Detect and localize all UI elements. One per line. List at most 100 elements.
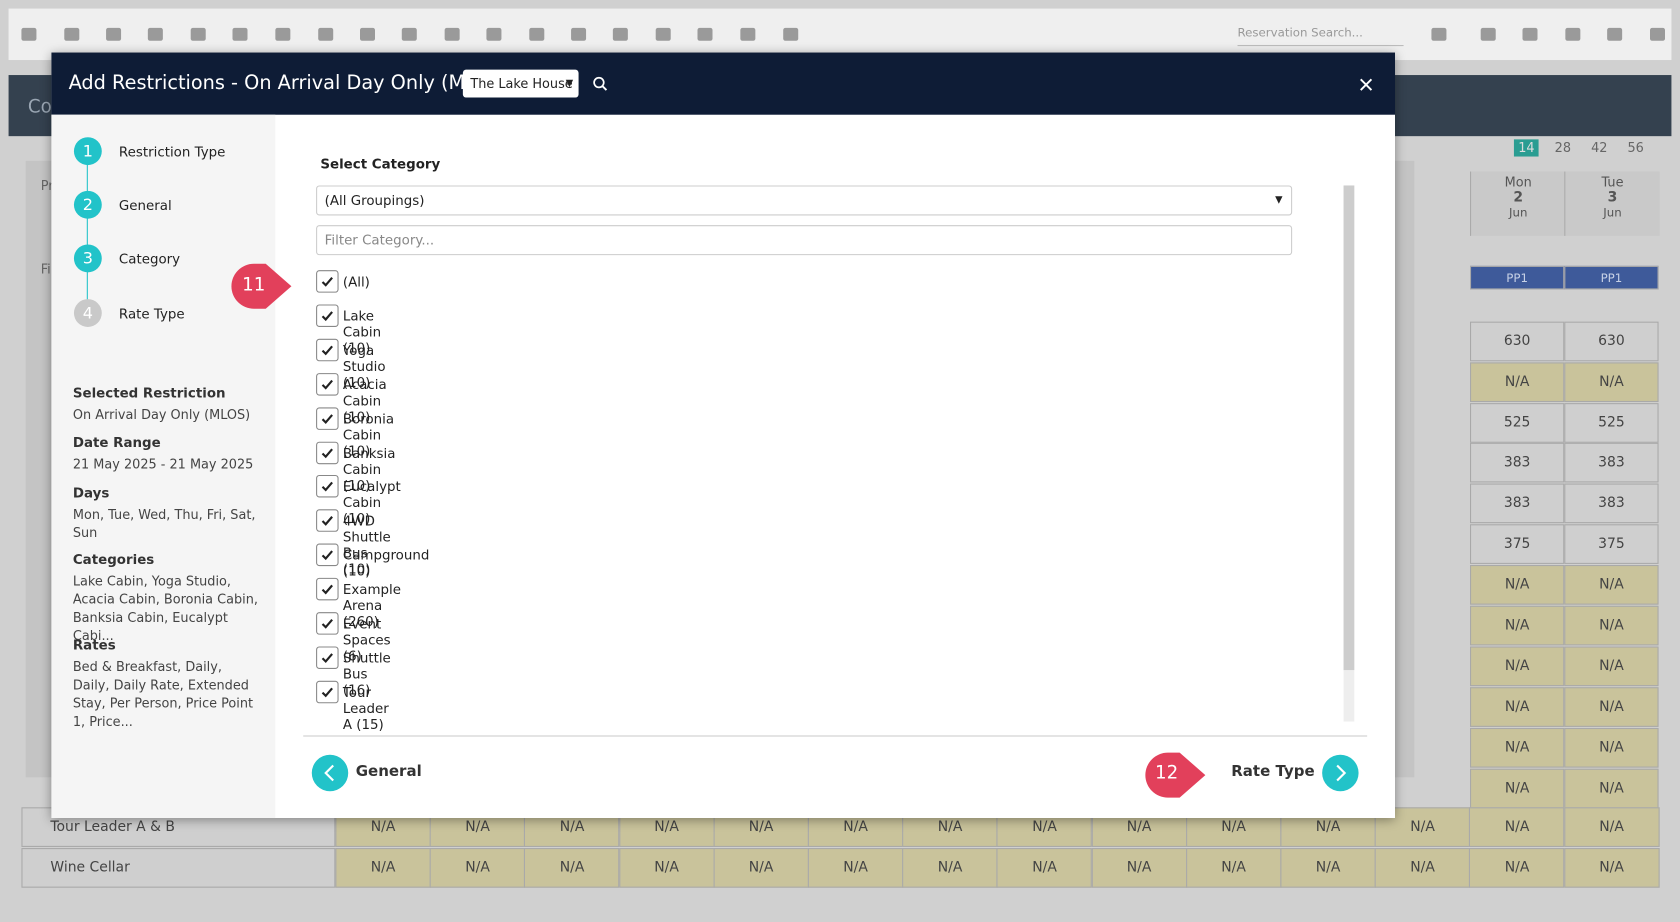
toolbar-icon[interactable] [1650,27,1666,41]
checkbox-label[interactable]: (All) [342,273,370,290]
property-value: The Lake House [470,76,573,92]
grid-cell: N/A [1185,848,1282,888]
checkbox[interactable] [316,372,339,396]
grouping-select[interactable]: (All Groupings) ▼ [316,185,1293,216]
grid-cell: N/A [618,848,715,888]
date: 2 [1513,189,1524,206]
checkbox[interactable] [316,304,339,327]
grid-cell: N/A [1470,362,1565,403]
range-option[interactable]: 42 [1591,140,1608,156]
toolbar-icon[interactable] [783,27,799,41]
checkbox-label[interactable]: Eucalypt Cabin (10) [342,478,401,527]
grid-cell: PP1 [1564,265,1659,290]
range-option[interactable]: 14 [1513,139,1539,157]
checkbox[interactable] [316,646,339,669]
back-label[interactable]: General [355,763,422,781]
step-label[interactable]: Restriction Type [118,143,226,160]
toolbar-icon[interactable] [318,27,334,41]
next-button[interactable] [1322,754,1359,792]
grid-cell: 383 [1564,442,1659,483]
toolbar-icon[interactable] [612,27,628,41]
step-number[interactable]: 2 [73,190,102,219]
grid-cell: N/A [807,848,904,888]
summary-heading: Date Range [72,434,161,451]
filter-input[interactable]: Filter Category... [316,225,1293,256]
checkbox[interactable] [316,338,339,362]
step-number[interactable]: 1 [73,137,102,166]
range-option[interactable]: 28 [1554,140,1572,156]
toolbar-icon[interactable] [21,27,37,41]
checkbox[interactable] [316,543,339,567]
checkbox-label[interactable]: Acacia Cabin (10) [342,375,387,425]
toolbar-icon[interactable] [190,27,206,41]
checkbox-label[interactable]: Shuttle Bus (16) [342,649,391,698]
step-label[interactable]: Rate Type [118,305,185,322]
search-input[interactable]: Reservation Search... [1237,26,1404,47]
scrollbar [1343,185,1355,722]
callout-number: 11 [242,274,266,296]
checkbox[interactable] [316,680,339,704]
checkbox[interactable] [316,612,339,635]
back-button[interactable] [311,754,349,792]
toolbar-icon[interactable] [1480,27,1496,41]
checkbox[interactable] [316,270,339,293]
grid-cell: N/A [335,848,431,888]
toolbar-icon[interactable] [360,27,376,41]
grid-cell: 630 [1564,321,1659,362]
checkbox-label[interactable]: Example Arena (260) [342,581,401,630]
toolbar-icon[interactable] [529,27,545,41]
step-label[interactable]: Category [118,250,181,267]
grid-cell: N/A [1470,687,1565,727]
toolbar-icon[interactable] [275,27,291,41]
checkbox-label[interactable]: Tour Leader A (15) [342,683,389,733]
checkbox-label[interactable]: Boronia Cabin (10) [342,410,395,459]
toolbar-icon[interactable] [655,27,671,41]
checkbox[interactable] [316,509,339,533]
checkbox[interactable] [316,577,339,601]
toolbar-icon[interactable] [1607,27,1623,41]
checkbox-label[interactable]: Lake Cabin (10) [342,307,382,356]
callout [1145,752,1206,798]
checkbox-label[interactable]: Campground (10) [342,546,430,580]
checkbox-label[interactable]: Event Spaces (6) [342,615,391,664]
grid-cell: N/A [996,848,1093,888]
toolbar-icon[interactable] [1522,27,1538,41]
date-column-header: Tue 3 Jun [1564,171,1660,236]
toolbar-icon[interactable] [64,27,80,41]
month: Jun [1509,205,1528,220]
step-number[interactable]: 3 [73,244,102,273]
grid-cell: 383 [1470,442,1565,483]
range-option[interactable]: 56 [1627,140,1644,156]
checkbox[interactable] [316,475,339,498]
modal: Add Restrictions - On Arrival Day Only (… [51,52,1396,819]
background-title: Co [27,96,52,118]
toolbar-icon[interactable] [444,27,460,41]
next-label[interactable]: Rate Type [1231,763,1315,781]
toolbar-icon[interactable] [1565,27,1581,41]
grid-cell: N/A [1564,564,1659,605]
toolbar-icon[interactable] [1431,27,1447,41]
toolbar-icon[interactable] [232,27,248,41]
close-button[interactable] [1360,78,1373,91]
toolbar-icon[interactable] [486,27,502,41]
summary-heading: Selected Restriction [72,384,226,401]
step-label[interactable]: General [118,197,172,214]
checkbox[interactable] [316,406,339,430]
grid-cell: N/A [429,848,526,888]
grid-cell: N/A [713,848,809,888]
checkbox[interactable] [316,441,339,464]
toolbar-icon[interactable] [106,27,122,41]
toolbar-icon[interactable] [571,27,587,41]
grid-cell: 525 [1470,403,1565,443]
grid-cell: N/A [1470,564,1565,605]
checkbox-label[interactable]: Yoga Studio (10) [342,341,386,391]
toolbar-icon[interactable] [147,27,163,41]
checkbox-label[interactable]: 4WD Shuttle Bus (10) [342,512,391,578]
zoom-icon[interactable] [593,76,608,91]
step-number[interactable]: 4 [73,299,102,327]
toolbar-icon[interactable] [740,27,756,41]
toolbar-icon[interactable] [401,27,417,41]
toolbar-icon[interactable] [697,27,713,41]
property-select[interactable]: The Lake House ▼ [462,69,579,98]
checkbox-label[interactable]: Banksia Cabin (10) [342,444,396,493]
